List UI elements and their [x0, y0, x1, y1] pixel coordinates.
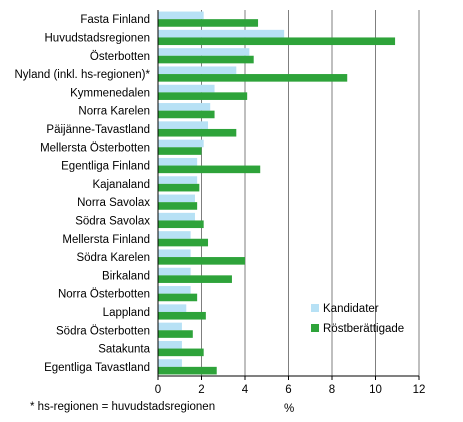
category-label: Södra Österbotten: [56, 325, 150, 337]
bar-rostberattigade: [158, 293, 198, 302]
bar-kandidater: [158, 194, 195, 203]
bar-kandidater: [158, 139, 204, 148]
bar-rostberattigade: [158, 257, 245, 265]
bar-kandidater: [158, 11, 204, 20]
bar-kandidater: [158, 231, 191, 239]
bar-rostberattigade: [158, 220, 204, 229]
legend-label: Kandidater: [323, 303, 379, 315]
category-label: Österbotten: [90, 51, 150, 63]
legend-label: Röstberättigade: [323, 323, 404, 335]
category-label: Egentliga Finland: [61, 161, 150, 173]
footnote: * hs-regionen = huvudstadsregionen: [30, 401, 216, 413]
bar-rostberattigade: [158, 275, 232, 283]
category-labels: Fasta Finland Huvudstadsregionen Österbott…: [14, 14, 150, 374]
bar-rostberattigade: [158, 311, 206, 320]
bar-kandidater: [158, 84, 215, 93]
bar-kandidater: [158, 304, 187, 312]
legend-swatch: [311, 324, 319, 332]
bar-rostberattigade: [158, 348, 204, 357]
category-label: Mellersta Finland: [62, 234, 150, 246]
bar-rostberattigade: [158, 19, 259, 27]
category-label: Päijänne-Tavastland: [46, 124, 150, 136]
bar-rostberattigade: [158, 202, 198, 210]
bar-kandidater: [158, 103, 211, 111]
x-tick-label: 6: [285, 384, 291, 396]
x-axis-unit-label: %: [284, 403, 295, 415]
category-label: Norra Karelen: [78, 106, 150, 118]
bar-kandidater: [158, 249, 191, 258]
bar-kandidater: [158, 121, 209, 129]
bar-rostberattigade: [158, 147, 202, 155]
category-label: Egentliga Tavastland: [44, 362, 150, 374]
bar-kandidater: [158, 176, 198, 184]
x-tick-label: 0: [155, 384, 161, 396]
bar-kandidater: [158, 322, 182, 331]
bar-rostberattigade: [158, 183, 200, 192]
category-label: Södra Karelen: [76, 252, 150, 264]
bar-kandidater: [158, 157, 198, 166]
category-label: Nyland (inkl. hs-regionen)*: [14, 69, 150, 81]
bar-rostberattigade: [158, 330, 193, 338]
bar-kandidater: [158, 212, 195, 221]
category-label: Kajanaland: [92, 179, 150, 191]
gridlines: [157, 10, 420, 376]
bar-rostberattigade: [158, 165, 261, 174]
bar-kandidater: [158, 66, 237, 75]
bar-rostberattigade: [158, 110, 215, 119]
category-label: Lappland: [103, 307, 150, 319]
legend: Kandidater Röstberättigade: [311, 303, 404, 335]
bar-rostberattigade: [158, 366, 217, 375]
category-label: Satakunta: [98, 344, 150, 356]
category-label: Huvudstadsregionen: [45, 32, 151, 44]
category-label: Fasta Finland: [80, 14, 150, 26]
bar-kandidater: [158, 340, 182, 349]
x-tick-label: 2: [198, 384, 204, 396]
bars: [158, 11, 396, 375]
x-tick-label: 12: [413, 384, 426, 396]
category-label: Kymmenedalen: [70, 87, 150, 99]
bar-rostberattigade: [158, 55, 254, 64]
bar-rostberattigade: [158, 37, 396, 46]
bar-kandidater: [158, 359, 182, 367]
category-label: Norra Österbotten: [58, 289, 150, 301]
category-label: Mellersta Österbotten: [40, 142, 150, 154]
x-tick-label: 10: [369, 384, 382, 396]
bar-kandidater: [158, 29, 285, 38]
x-tick-label: 4: [242, 384, 249, 396]
category-label: Norra Savolax: [77, 197, 150, 209]
x-axis: 0 2 4 6 8 10 12: [155, 10, 426, 396]
category-label: Södra Savolax: [75, 215, 150, 227]
bar-rostberattigade: [158, 92, 248, 100]
bar-kandidater: [158, 267, 191, 276]
bar-rostberattigade: [158, 238, 209, 247]
legend-swatch: [311, 304, 319, 312]
bar-rostberattigade: [158, 128, 237, 137]
category-label: Birkaland: [102, 270, 150, 282]
x-tick-label: 8: [329, 384, 335, 396]
bar-kandidater: [158, 48, 250, 56]
bar-rostberattigade: [158, 74, 348, 82]
bar-kandidater: [158, 286, 191, 294]
